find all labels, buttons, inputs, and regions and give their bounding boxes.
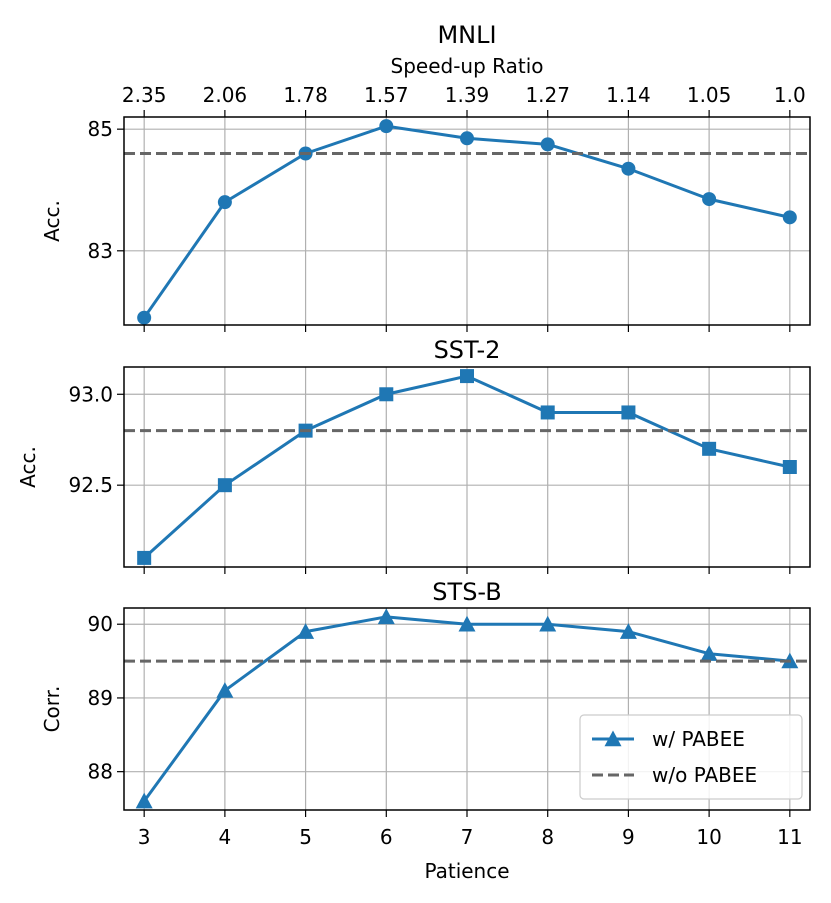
y-tick-label: 89 — [88, 686, 113, 710]
plot-area — [124, 119, 810, 325]
y-axis-label: Acc. — [40, 200, 64, 242]
data-point — [702, 441, 717, 456]
axes-frame — [123, 366, 811, 568]
data-point — [379, 119, 394, 134]
data-point — [621, 161, 636, 176]
data-point — [782, 210, 797, 225]
y-tick-label: 92.5 — [68, 473, 113, 497]
panel-title: MNLI — [437, 21, 496, 49]
panel-title: SST-2 — [434, 336, 501, 364]
y-tick-label: 88 — [88, 760, 113, 784]
top-tick-label: 2.06 — [203, 83, 248, 107]
data-point — [460, 369, 474, 384]
top-axis-label: Speed-up Ratio — [391, 54, 544, 78]
x-tick-label: 6 — [380, 825, 393, 849]
data-point — [379, 387, 394, 402]
data-point — [297, 623, 315, 639]
axes-frame — [123, 607, 811, 811]
y-tick-label: 90 — [88, 612, 113, 636]
data-point — [377, 608, 395, 625]
data-point — [539, 615, 557, 632]
plot-area — [124, 608, 810, 809]
top-tick-label: 1.05 — [687, 83, 732, 107]
plot-area — [124, 369, 810, 565]
y-tick-label: 93.0 — [68, 382, 113, 406]
legend-label: w/ PABEE — [652, 727, 745, 751]
grid — [124, 367, 810, 567]
data-point — [460, 131, 474, 146]
y-axis-label: Acc. — [16, 446, 40, 488]
panel-sts-b: STS-B 88 89 90 Corr. — [40, 578, 811, 817]
legend-box — [579, 714, 803, 800]
data-point — [700, 645, 718, 661]
x-tick-label: 11 — [777, 825, 802, 849]
panel-title: STS-B — [432, 578, 501, 606]
data-point — [217, 195, 232, 210]
data-point — [135, 792, 153, 809]
top-tick-label: 1.57 — [364, 83, 409, 107]
y-axis-label: Corr. — [40, 686, 64, 733]
y-tick-label: 83 — [88, 239, 113, 263]
x-tick-label: 5 — [299, 825, 312, 849]
top-tick-label: 1.14 — [606, 83, 651, 107]
x-tick-label: 3 — [138, 825, 151, 849]
data-point — [540, 137, 555, 152]
data-point — [137, 310, 152, 325]
legend: w/ PABEE w/o PABEE — [579, 714, 803, 800]
top-tick-label: 2.35 — [122, 83, 167, 107]
legend-marker-triangle — [604, 730, 622, 747]
data-point — [137, 550, 152, 565]
top-tick-label: 1.39 — [445, 83, 490, 107]
x-tick-label: 4 — [219, 825, 232, 849]
data-point — [217, 478, 232, 493]
data-point — [216, 682, 234, 698]
data-point — [782, 460, 797, 474]
grid — [124, 117, 810, 325]
data-point — [458, 615, 476, 632]
top-tick-label: 1.0 — [774, 83, 806, 107]
x-tick-label: 7 — [461, 825, 474, 849]
data-point — [619, 623, 637, 639]
x-tick-label: 9 — [622, 825, 635, 849]
legend-label: w/o PABEE — [652, 763, 757, 787]
data-point — [621, 405, 636, 420]
x-axis-label: Patience — [424, 859, 509, 883]
x-tick-label: 8 — [541, 825, 554, 849]
panel-mnli: MNLI 83 85 Acc. — [40, 21, 811, 332]
x-tick-label: 10 — [696, 825, 721, 849]
top-tick-label: 1.27 — [525, 83, 570, 107]
data-point — [702, 192, 717, 207]
top-tick-label: 1.78 — [283, 83, 328, 107]
data-point — [540, 405, 555, 420]
y-tick-label: 85 — [88, 117, 113, 141]
axes-frame — [123, 116, 811, 326]
panel-sst-2: SST-2 92.5 93.0 Acc. — [16, 336, 811, 574]
